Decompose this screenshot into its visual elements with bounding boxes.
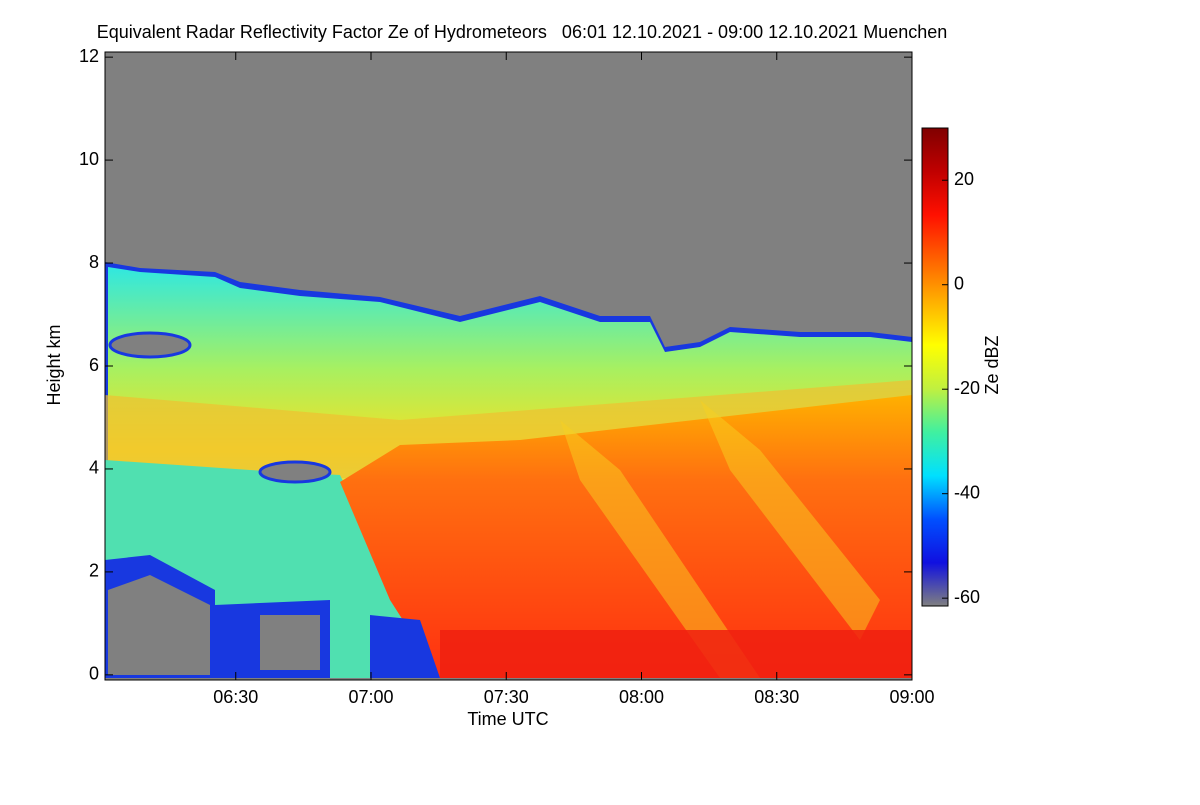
- heatmap-field: [105, 52, 912, 680]
- y-tick-label: 12: [79, 46, 99, 66]
- colorbar-tick-label: -60: [954, 587, 980, 607]
- x-tick-label: 06:30: [213, 687, 258, 707]
- colorbar-tick-label: -40: [954, 482, 980, 502]
- chart-title: Equivalent Radar Reflectivity Factor Ze …: [97, 22, 948, 42]
- x-tick-label: 08:00: [619, 687, 664, 707]
- x-tick-label: 07:00: [348, 687, 393, 707]
- colorbar-label: Ze dBZ: [982, 335, 1002, 394]
- colorbar-tick-label: -20: [954, 378, 980, 398]
- y-tick-label: 4: [89, 458, 99, 478]
- y-tick-label: 8: [89, 252, 99, 272]
- x-tick-label: 07:30: [484, 687, 529, 707]
- colorbar-tick-label: 0: [954, 273, 964, 293]
- x-tick-label: 08:30: [754, 687, 799, 707]
- y-tick-label: 10: [79, 149, 99, 169]
- x-axis-label: Time UTC: [467, 709, 548, 729]
- colorbar-tick-label: 20: [954, 169, 974, 189]
- y-tick-label: 6: [89, 355, 99, 375]
- y-axis-label: Height km: [44, 324, 64, 405]
- y-tick-label: 0: [89, 664, 99, 684]
- x-tick-label: 09:00: [889, 687, 934, 707]
- colorbar: [921, 127, 949, 607]
- y-tick-label: 2: [89, 561, 99, 581]
